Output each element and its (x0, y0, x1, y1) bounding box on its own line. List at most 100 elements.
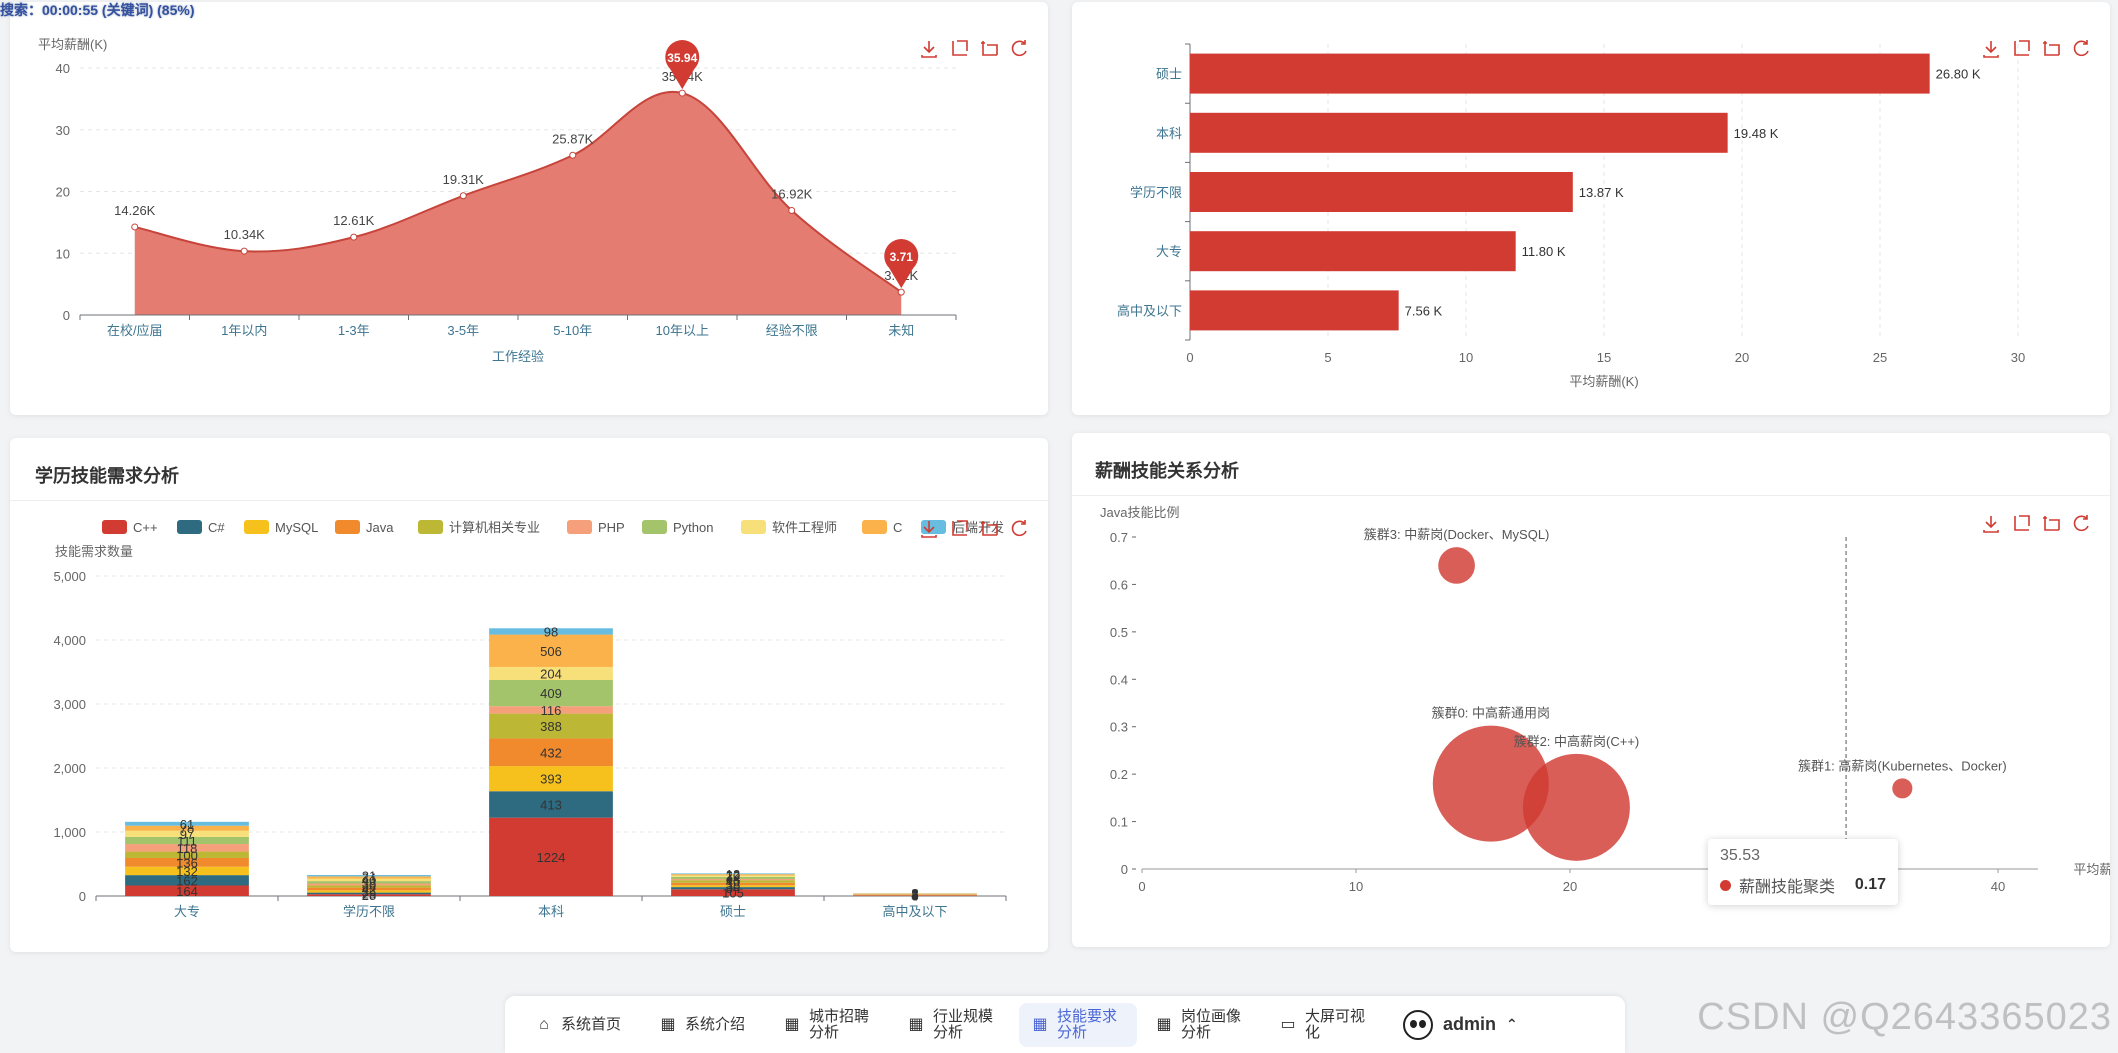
segment-label: 3 (911, 887, 918, 902)
data-point[interactable] (350, 233, 358, 241)
stacked-bar-segment[interactable] (307, 892, 431, 895)
legend-item[interactable]: MySQL (244, 520, 318, 535)
data-point[interactable] (131, 223, 139, 231)
data-point[interactable] (678, 89, 686, 97)
stacked-bar-segment[interactable] (489, 713, 613, 739)
card-title: 薪酬技能关系分析 (1095, 461, 1239, 481)
restore-icon[interactable] (1008, 518, 1030, 540)
restore-icon[interactable] (1008, 38, 1030, 60)
stacked-bar-segment[interactable] (307, 875, 431, 877)
stacked-bar-segment[interactable] (489, 634, 613, 667)
stacked-bar-segment[interactable] (671, 879, 795, 881)
stacked-bar-segment[interactable] (671, 874, 795, 876)
bar[interactable] (1190, 112, 1728, 153)
stacked-bar-segment[interactable] (125, 885, 249, 896)
stacked-bar-segment[interactable] (671, 880, 795, 883)
legend-item[interactable]: C (862, 520, 902, 535)
zoom-reset-icon[interactable] (978, 518, 1000, 540)
restore-icon[interactable] (2070, 38, 2092, 60)
download-icon[interactable] (918, 38, 940, 60)
x-tick-label: 10 (1459, 350, 1473, 365)
stacked-bar-segment[interactable] (671, 887, 795, 890)
stacked-bar-segment[interactable] (125, 830, 249, 837)
restore-icon[interactable] (2070, 513, 2092, 535)
stacked-bar-segment[interactable] (307, 894, 431, 896)
stacked-bar-segment[interactable] (671, 889, 795, 896)
zoom-reset-icon[interactable] (2040, 513, 2062, 535)
stacked-bar-segment[interactable] (307, 887, 431, 891)
bubble[interactable] (1892, 778, 1913, 799)
stacked-bar-segment[interactable] (125, 821, 249, 826)
bubble[interactable] (1432, 725, 1549, 842)
bubble[interactable] (1438, 547, 1475, 584)
stacked-bar-segment[interactable] (125, 825, 249, 831)
download-icon[interactable] (918, 518, 940, 540)
legend-item[interactable]: 计算机相关专业 (418, 520, 540, 535)
stacked-bar-segment[interactable] (307, 876, 431, 879)
zoom-icon[interactable] (948, 38, 970, 60)
stacked-bar-segment[interactable] (489, 666, 613, 680)
zoom-reset-icon[interactable] (978, 38, 1000, 60)
stacked-bar-segment[interactable] (125, 866, 249, 876)
stacked-bar-segment[interactable] (125, 851, 249, 858)
stacked-bar-segment[interactable] (489, 680, 613, 707)
toolbox (1980, 38, 2092, 60)
stacked-bar-segment[interactable] (125, 844, 249, 852)
stacked-bar-segment[interactable] (125, 836, 249, 845)
stacked-bar-segment[interactable] (853, 895, 977, 896)
download-icon[interactable] (1980, 38, 2002, 60)
bar[interactable] (1190, 290, 1399, 331)
stacked-bar-segment[interactable] (671, 873, 795, 875)
stacked-bar-segment[interactable] (489, 791, 613, 818)
stacked-bar-segment[interactable] (671, 885, 795, 888)
bubble[interactable] (1522, 753, 1630, 861)
stacked-bar-segment[interactable] (489, 738, 613, 767)
nav-item[interactable]: ▦ 系统介绍 (647, 1011, 765, 1039)
stacked-bar-segment[interactable] (307, 881, 431, 884)
stacked-bar-segment[interactable] (307, 883, 431, 886)
user-menu[interactable]: admin ⌃ (1403, 1009, 1518, 1040)
bar[interactable] (1190, 53, 1930, 94)
stacked-bar-segment[interactable] (671, 876, 795, 880)
stacked-bar-segment[interactable] (307, 890, 431, 893)
y-tick-label: 0.7 (1110, 530, 1128, 545)
nav-item[interactable]: ▦ 技能要求分析 (1019, 1002, 1137, 1047)
stacked-bar-segment[interactable] (489, 817, 613, 896)
data-label: 11.80 K (1522, 244, 1566, 259)
legend-item[interactable]: C++ (102, 520, 158, 535)
bar[interactable] (1190, 172, 1573, 212)
zoom-reset-icon[interactable] (2040, 38, 2062, 60)
data-point[interactable] (897, 288, 905, 296)
data-point[interactable] (240, 247, 248, 255)
legend-item[interactable]: PHP (567, 520, 625, 535)
stacked-bar-segment[interactable] (671, 882, 795, 886)
zoom-icon[interactable] (2010, 513, 2032, 535)
stacked-bar-segment[interactable] (307, 885, 431, 888)
data-point[interactable] (569, 151, 577, 159)
y-tick-label: 5,000 (53, 569, 86, 584)
stacked-bar-segment[interactable] (307, 878, 431, 882)
legend-item[interactable]: 软件工程师 (741, 520, 837, 535)
data-point[interactable] (459, 192, 467, 200)
stacked-bar-segment[interactable] (125, 857, 249, 867)
zoom-icon[interactable] (948, 518, 970, 540)
nav-item[interactable]: ⌂ 系统首页 (523, 1011, 641, 1039)
bar[interactable] (1190, 231, 1516, 272)
stacked-bar-segment[interactable] (489, 706, 613, 714)
legend-item[interactable]: Python (642, 520, 713, 535)
legend-item[interactable]: Java (335, 520, 394, 535)
stacked-bar-segment[interactable] (671, 875, 795, 877)
stacked-bar-segment[interactable] (489, 766, 613, 792)
watermark: CSDN @Q2643365023 (1697, 996, 2112, 1038)
legend-item[interactable]: C# (177, 520, 225, 535)
nav-item[interactable]: ▦ 城市招聘分析 (771, 1003, 889, 1047)
stacked-bar-segment[interactable] (125, 875, 249, 886)
download-icon[interactable] (1980, 513, 2002, 535)
stacked-bar-segment[interactable] (489, 628, 613, 635)
nav-item[interactable]: ▦ 岗位画像分析 (1143, 1003, 1261, 1047)
y-tick-label: 0.5 (1110, 625, 1128, 640)
nav-item[interactable]: ▭ 大屏可视化 (1267, 1003, 1385, 1047)
zoom-icon[interactable] (2010, 38, 2032, 60)
data-point[interactable] (788, 207, 796, 215)
nav-item[interactable]: ▦ 行业规模分析 (895, 1003, 1013, 1047)
